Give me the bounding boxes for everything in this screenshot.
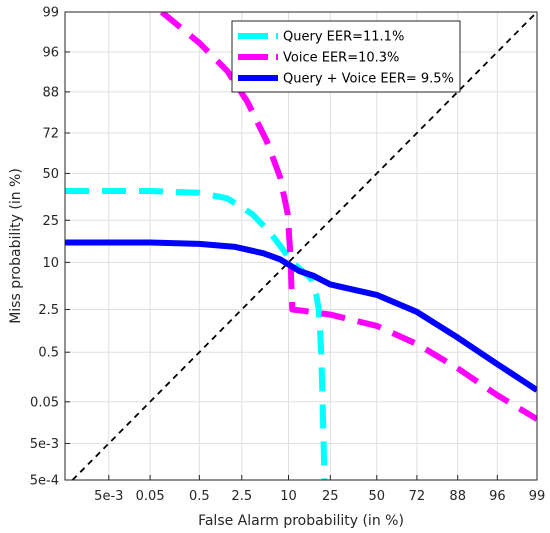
y-tick-label: 5e-3 [30,437,59,452]
x-tick-label: 25 [322,489,339,504]
legend: Query EER=11.1% Voice EER=10.3% Query + Vo… [231,20,461,93]
x-tick-label: 5e-3 [94,489,123,504]
y-tick-label: 5e-4 [30,474,59,489]
x-axis-label: False Alarm probability (in %) [198,513,404,529]
y-tick-label: 99 [42,6,59,21]
x-tick-label: 99 [529,489,546,504]
y-tick-label: 25 [42,214,59,229]
x-tick-label: 0.5 [189,489,210,504]
legend-label: Query EER=11.1% [283,30,404,45]
y-tick-label: 0.5 [38,346,59,361]
x-tick-label: 96 [489,489,506,504]
x-tick-label: 10 [280,489,297,504]
series-line-query-eer-11-1 [65,188,328,480]
x-tick-label: 50 [368,489,385,504]
y-tick-label: 0.05 [30,395,59,410]
y-tick-label: 96 [42,45,59,60]
legend-label: Query + Voice EER= 9.5% [283,72,454,87]
axis-ticks: 5e-3 0.05 0.5 2.5 10 25 50 72 88 96 99 99 96 88 72 50 25… [30,6,546,505]
x-tick-label: 88 [449,489,466,504]
y-axis-label: Miss probability (in %) [8,168,24,324]
y-tick-label: 10 [42,256,59,271]
y-tick-label: 72 [42,126,59,141]
y-tick-label: 88 [42,85,59,100]
x-tick-label: 72 [409,489,426,504]
y-tick-label: 2.5 [38,303,59,318]
series-line-query-voice-eer-9-5 [65,239,537,393]
plot-frame [64,11,538,481]
y-tick-label: 50 [42,167,59,182]
x-tick-label: 0.05 [136,489,165,504]
x-tick-label: 2.5 [231,489,252,504]
legend-label: Voice EER=10.3% [283,51,399,66]
